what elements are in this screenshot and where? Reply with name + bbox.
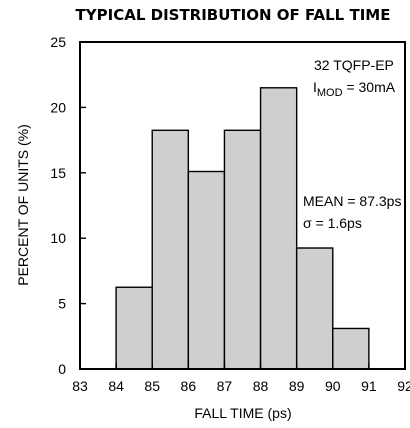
histogram-bar-89-90 xyxy=(295,247,334,370)
y-tick-label-25: 25 xyxy=(50,34,66,50)
y-tick-label-0: 0 xyxy=(58,361,66,377)
plot-frame xyxy=(79,41,406,370)
histogram-bar-86-87 xyxy=(187,170,226,370)
x-tick-label-85: 85 xyxy=(144,378,160,394)
annotation-mean: MEAN = 87.3ps xyxy=(303,193,401,209)
x-tick-label-89: 89 xyxy=(289,378,305,394)
annotation-sigma: σ = 1.6ps xyxy=(303,215,362,231)
y-axis: 0 5 10 15 20 25 xyxy=(50,34,86,377)
y-tick-label-5: 5 xyxy=(58,296,66,312)
x-tick-label-91: 91 xyxy=(361,378,377,394)
chart-title: TYPICAL DISTRIBUTION OF FALL TIME xyxy=(76,6,391,24)
y-tick-label-10: 10 xyxy=(50,230,66,246)
x-tick-label-84: 84 xyxy=(108,378,124,394)
histogram-bar-90-91 xyxy=(332,327,370,370)
x-axis-label: FALL TIME (ps) xyxy=(194,405,291,421)
histogram-bar-85-86 xyxy=(151,129,190,370)
x-tick-label-92: 92 xyxy=(397,378,410,394)
x-tick-label-90: 90 xyxy=(325,378,341,394)
annotation-package: 32 TQFP-EP xyxy=(314,57,394,73)
annotation-imod: IMOD = 30mA xyxy=(313,79,396,99)
histogram-bar-87-88 xyxy=(223,129,262,370)
x-tick-label-86: 86 xyxy=(181,378,197,394)
imod-value: = 30mA xyxy=(343,79,396,95)
x-tick-label-87: 87 xyxy=(217,378,233,394)
y-axis-label: PERCENT OF UNITS (%) xyxy=(15,124,31,286)
x-tick-label-88: 88 xyxy=(253,378,269,394)
imod-subscript: MOD xyxy=(317,87,343,99)
x-axis: 83 84 85 86 87 88 89 90 91 92 xyxy=(72,363,410,394)
bars-group xyxy=(115,87,370,370)
y-tick-label-20: 20 xyxy=(50,99,66,115)
histogram-bar-88-89 xyxy=(259,87,298,370)
histogram-bar-84-85 xyxy=(115,286,153,370)
x-tick-label-83: 83 xyxy=(72,378,88,394)
imod-symbol: I xyxy=(313,79,317,95)
y-tick-label-15: 15 xyxy=(50,165,66,181)
